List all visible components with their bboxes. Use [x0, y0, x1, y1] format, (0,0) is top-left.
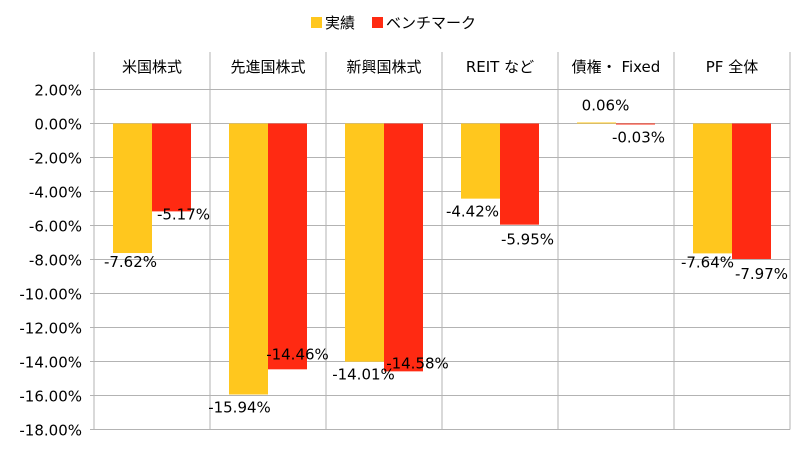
y-tick-label: 0.00%: [34, 116, 82, 134]
data-label: -0.03%: [612, 129, 665, 147]
category-label: 先進国株式: [230, 58, 305, 76]
bar-benchmark-5: [616, 123, 655, 125]
y-tick-label: -12.00%: [19, 320, 82, 338]
bar-actual-2: [229, 123, 268, 395]
legend-swatch-benchmark: [372, 17, 383, 28]
bar-actual-6: [693, 123, 732, 254]
bar-benchmark-1: [152, 123, 191, 212]
bar-actual-3: [345, 123, 384, 362]
y-tick-label: -8.00%: [29, 252, 82, 270]
data-label: 0.06%: [582, 96, 630, 114]
y-tick-label: -4.00%: [29, 184, 82, 202]
legend: 実績 ベンチマーク: [311, 14, 476, 32]
bar-benchmark-4: [500, 123, 539, 225]
y-tick-label: -6.00%: [29, 218, 82, 236]
bar-actual-1: [113, 123, 152, 254]
data-label: -7.62%: [104, 253, 157, 271]
legend-label-actual: 実績: [325, 14, 355, 32]
data-label: -5.95%: [501, 231, 554, 249]
y-tick-label: 2.00%: [34, 82, 82, 100]
legend-label-benchmark: ベンチマーク: [386, 14, 476, 32]
y-tick-label: -2.00%: [29, 150, 82, 168]
data-labels: -7.62% -15.94% -14.01% -4.42% 0.06% -7.64% -5.…: [104, 96, 788, 416]
data-label: -14.01%: [332, 366, 395, 384]
data-label: -5.17%: [157, 205, 210, 223]
bar-actual-5: [577, 122, 616, 124]
category-label: 債権・ Fixed: [572, 58, 661, 76]
axes: 2.00% 0.00% -2.00% -4.00% -6.00% -8.00% -10.00…: [19, 58, 758, 440]
bar-benchmark-3: [384, 123, 423, 372]
y-tick-label: -18.00%: [19, 422, 82, 440]
data-label: -7.64%: [681, 253, 734, 271]
data-label: -15.94%: [208, 398, 271, 416]
y-tick-label: -16.00%: [19, 388, 82, 406]
data-label: -14.58%: [386, 354, 449, 372]
category-label: PF 全体: [706, 58, 758, 76]
y-tick-label: -10.00%: [19, 286, 82, 304]
data-label: -4.42%: [446, 203, 499, 221]
gridlines: [90, 52, 791, 430]
category-label: 新興国株式: [346, 58, 421, 76]
bars: [113, 122, 771, 395]
category-label: 米国株式: [122, 58, 182, 76]
data-label: -7.97%: [735, 265, 788, 283]
bar-actual-4: [461, 123, 500, 199]
legend-swatch-actual: [311, 17, 322, 28]
data-label: -14.46%: [266, 345, 329, 363]
category-label: REIT など: [466, 58, 534, 76]
bar-benchmark-2: [268, 123, 307, 370]
y-tick-label: -14.00%: [19, 354, 82, 372]
bar-benchmark-6: [732, 123, 771, 259]
